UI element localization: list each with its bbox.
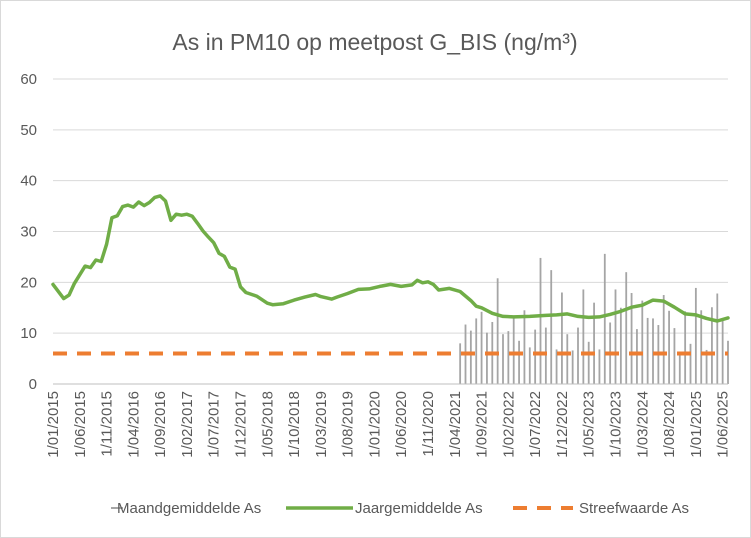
x-tick-label: 1/09/2016 [152, 391, 169, 458]
x-tick-label: 1/09/2021 [474, 391, 491, 458]
annual-line [51, 194, 730, 323]
monthly-bar [716, 293, 719, 384]
monthly-bar [652, 318, 654, 384]
monthly-bar [459, 343, 462, 384]
monthly-bar [630, 293, 633, 384]
monthly-bar [614, 289, 617, 384]
legend-label-target: Streefwaarde As [579, 500, 689, 517]
monthly-bar [684, 311, 687, 384]
monthly-bar [555, 349, 558, 384]
legend: Maandgemiddelde As Jaargemiddelde As Stree… [111, 500, 689, 517]
monthly-bar [496, 278, 499, 384]
y-tick-label: 0 [29, 376, 37, 393]
x-tick-label: 1/06/2015 [72, 391, 89, 458]
legend-label-annual: Jaargemiddelde As [355, 500, 483, 517]
monthly-bar [523, 310, 526, 384]
y-tick-label: 60 [20, 71, 37, 88]
x-tick-label: 1/08/2019 [340, 391, 357, 458]
monthly-bar [561, 292, 563, 384]
monthly-bars [459, 253, 729, 384]
monthly-bar [502, 334, 504, 384]
monthly-bar [727, 340, 729, 384]
monthly-bar [507, 331, 510, 384]
monthly-bar [582, 289, 585, 384]
x-tick-label: 1/07/2017 [206, 391, 223, 458]
monthly-bar [598, 349, 601, 384]
monthly-bar [544, 327, 547, 384]
monthly-bar [636, 329, 638, 384]
monthly-bar [593, 302, 595, 384]
x-axis-ticks: 1/01/2015 1/06/2015 1/11/2015 1/04/2016 1/09… [45, 391, 732, 458]
monthly-bar [571, 350, 574, 384]
x-tick-label: 1/11/2015 [99, 391, 116, 457]
monthly-bar [587, 341, 590, 384]
x-tick-label: 1/12/2022 [554, 391, 571, 458]
monthly-bar [662, 295, 665, 384]
monthly-bar [475, 318, 478, 384]
monthly-bar [673, 328, 676, 384]
x-tick-label: 1/03/2019 [313, 391, 330, 458]
monthly-bar [641, 300, 644, 384]
x-tick-label: 1/01/2020 [366, 391, 383, 458]
y-tick-label: 10 [20, 325, 37, 342]
y-tick-label: 30 [20, 224, 37, 241]
x-tick-label: 1/02/2017 [179, 391, 196, 458]
monthly-bar [705, 349, 708, 384]
x-tick-label: 1/06/2025 [715, 391, 732, 458]
monthly-bar [550, 270, 553, 384]
monthly-bar [619, 307, 622, 384]
y-axis-ticks: 0 10 20 30 40 50 60 [20, 71, 37, 393]
x-tick-label: 1/01/2015 [45, 391, 62, 458]
monthly-bar [625, 272, 628, 384]
monthly-bar [512, 316, 515, 384]
x-tick-label: 1/07/2022 [527, 391, 544, 458]
monthly-bar [539, 257, 542, 384]
x-tick-label: 1/04/2016 [125, 391, 142, 458]
monthly-bar [711, 307, 713, 384]
x-tick-label: 1/01/2025 [688, 391, 705, 458]
x-tick-label: 1/08/2024 [661, 391, 678, 458]
monthly-bar [486, 332, 488, 384]
monthly-bar [518, 340, 520, 384]
monthly-bar [469, 330, 472, 384]
x-tick-label: 1/02/2022 [500, 391, 517, 458]
monthly-bar [694, 287, 697, 384]
monthly-bar [689, 343, 692, 384]
x-tick-label: 1/11/2020 [420, 391, 437, 457]
y-tick-label: 50 [20, 122, 37, 139]
monthly-bar [646, 317, 649, 384]
x-tick-label: 1/10/2023 [608, 391, 625, 458]
monthly-bar [678, 353, 681, 384]
annual-mean-line [51, 194, 730, 323]
monthly-bar [480, 311, 483, 384]
monthly-bar [668, 310, 670, 384]
x-tick-label: 1/03/2024 [634, 391, 651, 458]
y-tick-label: 20 [20, 274, 37, 291]
monthly-bar [577, 327, 579, 384]
y-tick-label: 40 [20, 173, 37, 190]
monthly-bar [721, 319, 724, 384]
x-tick-label: 1/06/2020 [393, 391, 410, 458]
legend-label-monthly: Maandgemiddelde As [117, 500, 261, 517]
x-tick-label: 1/10/2018 [286, 391, 303, 458]
x-tick-label: 1/05/2018 [259, 391, 276, 458]
monthly-bar [534, 329, 537, 384]
chart-title: As in PM10 op meetpost G_BIS (ng/m³) [172, 29, 577, 55]
monthly-bar [528, 347, 531, 384]
x-tick-label: 1/12/2017 [233, 391, 250, 458]
monthly-bar [603, 253, 606, 384]
x-tick-label: 1/05/2023 [581, 391, 598, 458]
x-tick-label: 1/04/2021 [447, 391, 464, 458]
monthly-bar [566, 334, 569, 384]
monthly-bar [700, 310, 703, 384]
